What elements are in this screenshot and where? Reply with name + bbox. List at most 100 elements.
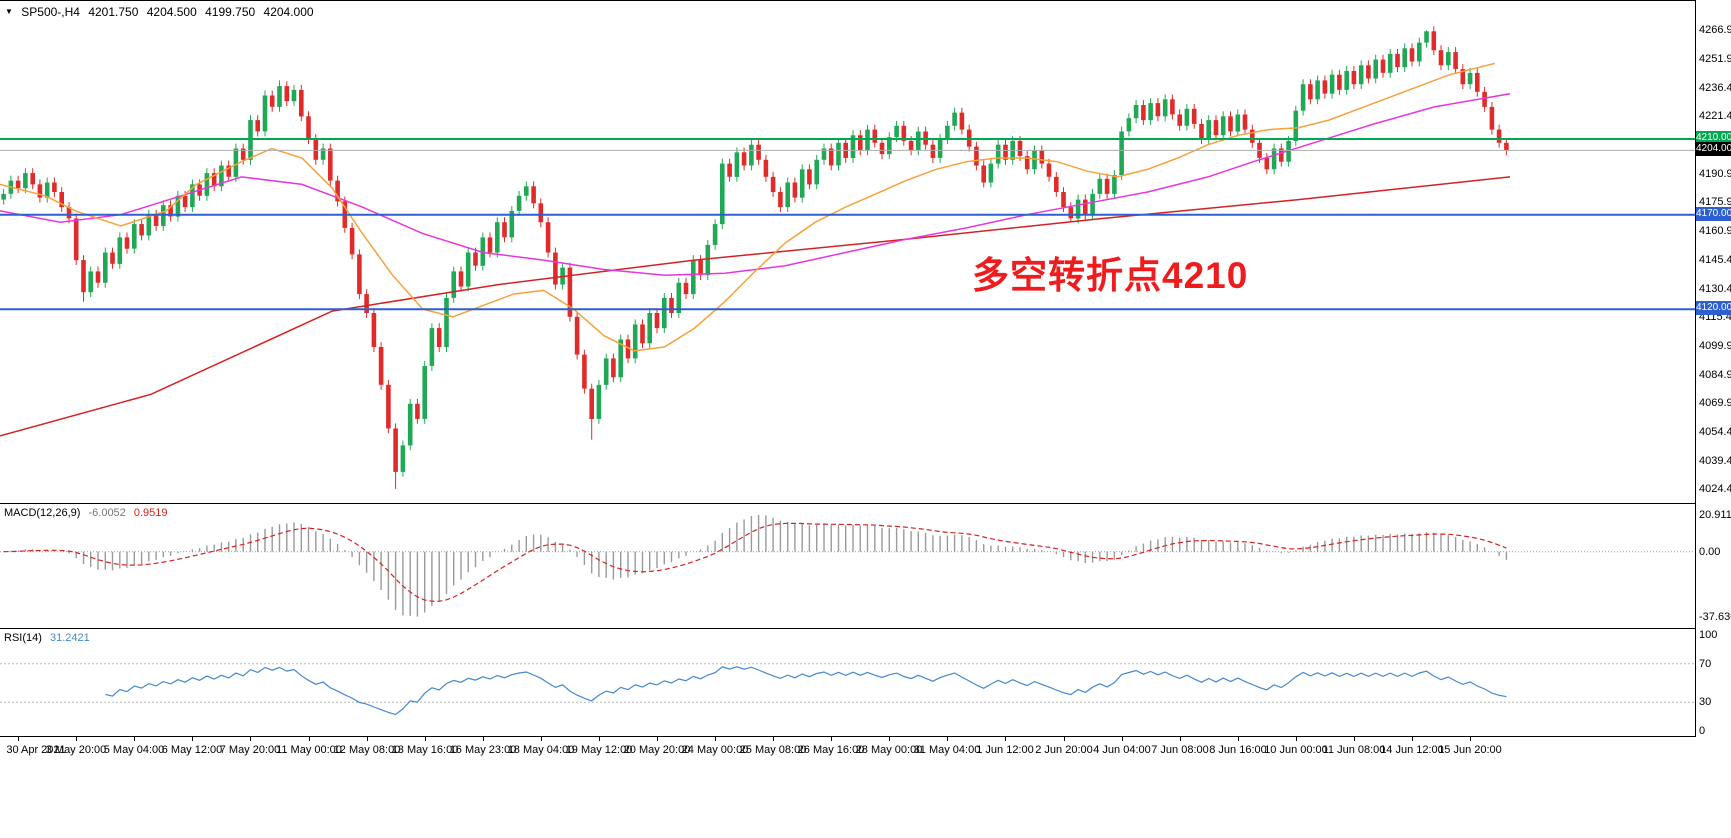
ohlc-low: 4199.750 — [205, 5, 255, 19]
time-axis-tick — [599, 737, 600, 741]
time-axis-label: 5 May 04:00 — [104, 744, 165, 756]
price-axis-label: 4160.915 — [1699, 225, 1731, 237]
chart-annotation-text[interactable]: 多空转折点4210 — [972, 245, 1248, 299]
time-axis-label: 6 May 12:00 — [162, 744, 223, 756]
rsi-axis-label: 30 — [1699, 696, 1711, 708]
ohlc-open: 4201.750 — [88, 5, 138, 19]
time-axis-label: 12 May 08:00 — [334, 744, 401, 756]
time-axis-label: 20 May 20:00 — [624, 744, 691, 756]
time-axis-label: 13 May 16:00 — [392, 744, 459, 756]
dropdown-triangle-icon[interactable]: ▼ — [5, 7, 13, 16]
rsi-value: 31.2421 — [50, 632, 90, 644]
time-axis-label: 14 Jun 12:00 — [1380, 744, 1444, 756]
time-axis-label: 16 May 23:00 — [450, 744, 517, 756]
time-axis-tick — [76, 737, 77, 741]
time-axis-tick — [367, 737, 368, 741]
price-axis-label: 4069.915 — [1699, 397, 1731, 409]
price-axis-label: 4054.445 — [1699, 426, 1731, 438]
moving-average-lines — [0, 63, 1510, 436]
time-axis-tick — [1238, 737, 1239, 741]
rsi-name: RSI(14) — [4, 632, 42, 644]
time-axis-tick — [1180, 737, 1181, 741]
price-axis-label: 4221.430 — [1699, 110, 1731, 122]
time-axis-label: 4 Jun 04:00 — [1093, 744, 1151, 756]
chart-title: ▼ SP500-,H4 4201.750 4204.500 4199.750 4… — [5, 5, 319, 19]
rsi-axis-label: 100 — [1699, 629, 1717, 641]
time-axis-tick — [1296, 737, 1297, 741]
time-axis-tick — [192, 737, 193, 741]
time-axis-label: 7 May 20:00 — [220, 744, 281, 756]
time-axis-tick — [483, 737, 484, 741]
time-axis-label: 25 May 08:00 — [740, 744, 807, 756]
rsi-axis-label: 70 — [1699, 658, 1711, 670]
time-axis-tick — [1122, 737, 1123, 741]
rsi-panel[interactable]: RSI(14) 31.2421 — [0, 629, 1695, 737]
price-axis-label: 4084.930 — [1699, 369, 1731, 381]
time-axis-tick — [657, 737, 658, 741]
rsi-axis-label: 0 — [1699, 725, 1705, 737]
price-axis[interactable]: 4210.0004204.0004170.0004120.0004266.930… — [1696, 0, 1731, 761]
price-axis-label: 4099.945 — [1699, 340, 1731, 352]
time-axis-label: 18 May 04:00 — [508, 744, 575, 756]
time-axis-label: 8 Jun 16:00 — [1209, 744, 1267, 756]
ohlc-close: 4204.000 — [264, 5, 314, 19]
time-axis-tick — [773, 737, 774, 741]
rsi-label: RSI(14) 31.2421 — [4, 632, 95, 644]
rsi-line — [105, 667, 1506, 715]
price-axis-label: 4024.415 — [1699, 483, 1731, 495]
macd-value-signal: 0.9519 — [134, 507, 168, 519]
time-axis-label: 19 May 12:00 — [566, 744, 633, 756]
time-axis-tick — [541, 737, 542, 741]
price-chart-canvas — [0, 1, 1695, 504]
macd-canvas — [0, 504, 1695, 628]
ma-slow-red — [0, 177, 1510, 436]
horizontal-level-lines — [0, 139, 1695, 309]
price-axis-label: 4236.445 — [1699, 82, 1731, 94]
time-axis-tick — [1412, 737, 1413, 741]
time-axis-label: 15 Jun 20:00 — [1438, 744, 1502, 756]
mt4-chart-window: ▼ SP500-,H4 4201.750 4204.500 4199.750 4… — [0, 0, 1731, 838]
price-axis-label: 4039.430 — [1699, 455, 1731, 467]
time-axis-tick — [1005, 737, 1006, 741]
price-chart-panel[interactable]: ▼ SP500-,H4 4201.750 4204.500 4199.750 4… — [0, 0, 1695, 504]
time-axis-tick — [889, 737, 890, 741]
price-axis-label: 4266.930 — [1699, 24, 1731, 36]
macd-label: MACD(12,26,9) -6.0052 0.9519 — [4, 507, 173, 519]
macd-signal-line — [4, 523, 1507, 601]
symbol-timeframe-label: SP500-,H4 — [21, 5, 80, 19]
time-axis-label: 2 Jun 20:00 — [1035, 744, 1093, 756]
time-axis-label: 28 May 00:00 — [856, 744, 923, 756]
macd-axis-label: -37.6302 — [1699, 611, 1731, 623]
price-level-badge: 4204.000 — [1696, 142, 1731, 156]
time-axis-tick — [1470, 737, 1471, 741]
time-axis-label: 7 Jun 08:00 — [1151, 744, 1209, 756]
price-level-badge: 4120.000 — [1696, 301, 1731, 315]
time-axis-label: 26 May 16:00 — [798, 744, 865, 756]
time-axis-label: 31 May 04:00 — [914, 744, 981, 756]
time-axis-label: 11 May 00:00 — [276, 744, 342, 756]
macd-name: MACD(12,26,9) — [4, 507, 80, 519]
time-axis-tick — [18, 737, 19, 741]
time-axis-tick — [947, 737, 948, 741]
price-axis-label: 4130.430 — [1699, 283, 1731, 295]
time-axis[interactable]: 30 Apr 20213 May 20:005 May 04:006 May 1… — [0, 737, 1695, 761]
time-axis-tick — [1064, 737, 1065, 741]
time-axis-tick — [250, 737, 251, 741]
ma-fast-orange — [0, 63, 1495, 350]
macd-panel[interactable]: MACD(12,26,9) -6.0052 0.9519 — [0, 504, 1695, 629]
ohlc-high: 4204.500 — [147, 5, 197, 19]
rsi-canvas — [0, 629, 1695, 736]
time-axis-tick — [134, 737, 135, 741]
time-axis-label: 24 May 00:00 — [682, 744, 749, 756]
time-axis-label: 3 May 20:00 — [46, 744, 107, 756]
candlestick-series — [1, 26, 1508, 489]
time-axis-label: 11 Jun 08:00 — [1323, 744, 1386, 756]
time-axis-tick — [1354, 737, 1355, 741]
ma-mid-magenta — [0, 94, 1510, 276]
axis-separator-line — [1695, 0, 1696, 737]
time-axis-tick — [425, 737, 426, 741]
macd-axis-label: 0.00 — [1699, 546, 1720, 558]
time-axis-label: 1 Jun 12:00 — [976, 744, 1034, 756]
time-axis-tick — [831, 737, 832, 741]
price-level-badge: 4170.000 — [1696, 207, 1731, 221]
